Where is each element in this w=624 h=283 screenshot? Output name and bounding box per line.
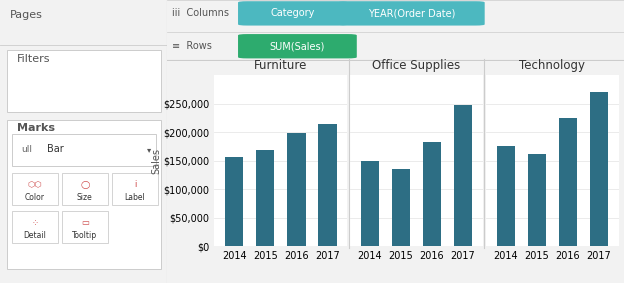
FancyBboxPatch shape [7, 50, 160, 112]
Text: ull: ull [22, 145, 32, 154]
Text: Filters: Filters [17, 54, 50, 64]
Y-axis label: Sales: Sales [152, 148, 162, 173]
Text: iii  Columns: iii Columns [172, 8, 229, 18]
Text: ⁘: ⁘ [31, 219, 38, 228]
FancyBboxPatch shape [12, 211, 57, 243]
Bar [422, 142, 441, 246]
Text: Detail: Detail [23, 231, 46, 240]
Text: ◯: ◯ [80, 181, 90, 190]
Bar [256, 150, 275, 246]
Text: ▾: ▾ [147, 145, 152, 154]
Bar [497, 146, 515, 246]
Text: i: i [134, 181, 136, 190]
Text: Color: Color [25, 192, 45, 201]
FancyBboxPatch shape [112, 173, 158, 205]
Text: Label: Label [125, 192, 145, 201]
Text: YEAR(Order Date): YEAR(Order Date) [368, 8, 456, 18]
Text: ≡  Rows: ≡ Rows [172, 41, 212, 51]
Bar [558, 118, 577, 246]
FancyBboxPatch shape [12, 173, 57, 205]
Bar [590, 92, 608, 246]
Text: Tooltip: Tooltip [72, 231, 97, 240]
Text: Pages: Pages [10, 10, 43, 20]
FancyBboxPatch shape [238, 1, 348, 25]
Bar [527, 154, 546, 246]
Text: Category: Category [271, 8, 315, 18]
Bar [287, 133, 306, 246]
FancyBboxPatch shape [62, 173, 108, 205]
FancyBboxPatch shape [238, 34, 357, 58]
Bar [361, 161, 379, 246]
Bar [318, 123, 336, 246]
Text: Size: Size [77, 192, 93, 201]
Text: Office Supplies: Office Supplies [373, 59, 461, 72]
Bar [392, 169, 411, 246]
Bar [225, 156, 243, 246]
Text: Bar: Bar [47, 144, 64, 155]
Text: Furniture: Furniture [254, 59, 308, 72]
Text: ⬡⬡: ⬡⬡ [27, 181, 42, 190]
Text: SUM(Sales): SUM(Sales) [270, 41, 325, 51]
Bar [454, 105, 472, 246]
FancyBboxPatch shape [62, 211, 108, 243]
FancyBboxPatch shape [7, 120, 160, 269]
Text: Technology: Technology [519, 59, 585, 72]
Text: Marks: Marks [17, 123, 55, 133]
FancyBboxPatch shape [12, 134, 155, 166]
FancyBboxPatch shape [338, 1, 485, 25]
Text: ▭: ▭ [81, 219, 89, 228]
